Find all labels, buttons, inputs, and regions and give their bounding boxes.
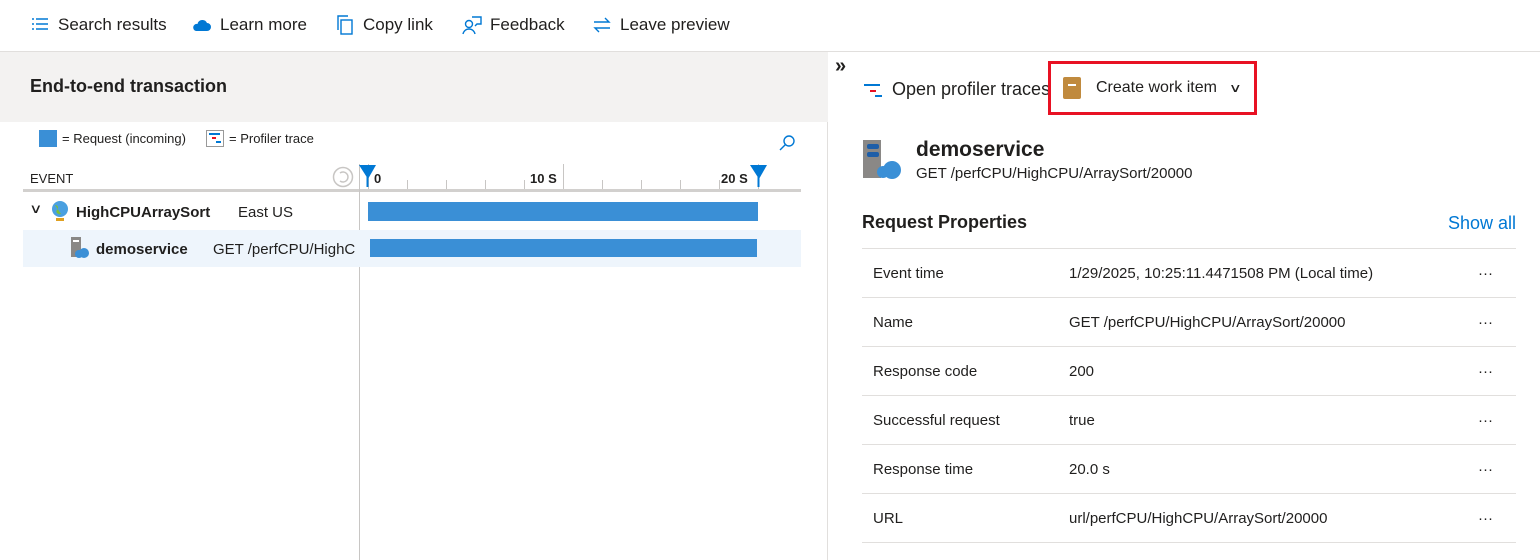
timeline-tick: [407, 180, 408, 189]
property-row: Response code 200 ···: [862, 347, 1516, 396]
property-value: 1/29/2025, 10:25:11.4471508 PM (Local ti…: [1069, 265, 1374, 282]
collapse-panel-button[interactable]: »: [835, 55, 847, 77]
learn-more-button[interactable]: Learn more: [192, 15, 307, 35]
timeline-tick: [641, 180, 642, 189]
tick-label: 20 S: [721, 171, 748, 186]
property-label: Event time: [873, 265, 944, 282]
list-icon: [32, 18, 48, 30]
timeline-tick: [680, 180, 681, 189]
property-label: Successful request: [873, 412, 1000, 429]
legend-profiler: = Profiler trace: [206, 130, 314, 147]
request-swatch: [39, 130, 57, 147]
feedback-button[interactable]: Feedback: [462, 15, 565, 35]
swap-arrows-icon: [593, 17, 611, 33]
property-label: URL: [873, 510, 904, 527]
properties-table: Event time 1/29/2025, 10:25:11.4471508 PM…: [862, 248, 1516, 543]
timeline-tick: [563, 164, 564, 189]
range-end-handle[interactable]: [750, 165, 768, 187]
button-label: Create work item: [1096, 79, 1217, 96]
transaction-panel: End-to-end transaction = Request (incomi…: [0, 52, 828, 560]
property-value: GET /perfCPU/HighCPU/ArraySort/20000: [1069, 314, 1346, 331]
property-row: Event time 1/29/2025, 10:25:11.4471508 PM…: [862, 249, 1516, 298]
toolbar-label: Leave preview: [620, 15, 730, 34]
more-options-icon[interactable]: ···: [1478, 265, 1493, 282]
more-options-icon[interactable]: ···: [1478, 461, 1493, 478]
app-service-icon: [71, 237, 89, 258]
property-value: 20.0 s: [1069, 461, 1110, 478]
property-label: Name: [873, 314, 914, 331]
timeline-tick: [719, 180, 720, 189]
tick-label: 0: [374, 171, 382, 186]
open-profiler-traces-button[interactable]: Open profiler traces: [864, 79, 1050, 100]
header-divider: [23, 189, 801, 192]
globe-icon: [52, 201, 68, 221]
timeline-tick: [485, 180, 486, 189]
toolbar-label: Copy link: [363, 15, 433, 34]
property-row: Response time 20.0 s ···: [862, 445, 1516, 494]
property-row: URL url/perfCPU/HighCPU/ArraySort/20000 ··…: [862, 494, 1516, 543]
property-label: Response code: [873, 363, 978, 380]
event-detail: GET /perfCPU/HighC: [213, 241, 356, 258]
chevron-down-icon: ∨: [1228, 81, 1242, 95]
event-detail: East US: [238, 204, 294, 221]
toolbar-label: Search results: [58, 15, 167, 34]
tick-label: 10 S: [530, 171, 557, 186]
button-label: Open profiler traces: [892, 79, 1051, 99]
more-options-icon[interactable]: ···: [1478, 363, 1493, 380]
service-request: GET /perfCPU/HighCPU/ArraySort/20000: [916, 165, 1193, 182]
copy-link-button[interactable]: Copy link: [335, 15, 433, 35]
event-row-highcpuarraysort[interactable]: ∨ HighCPUArraySort East US: [23, 193, 801, 230]
property-label: Response time: [873, 461, 974, 478]
timeline-bar[interactable]: [368, 202, 758, 221]
show-all-link[interactable]: Show all: [1447, 213, 1516, 233]
toolbar-label: Learn more: [220, 15, 307, 34]
feedback-icon: [462, 16, 482, 35]
property-value: 200: [1069, 363, 1095, 380]
timeline-tick: [602, 180, 603, 189]
property-value: true: [1069, 412, 1095, 429]
app-service-icon: [863, 140, 901, 179]
profiler-trace-icon: [206, 130, 224, 147]
copy-icon: [337, 15, 353, 35]
service-name: demoservice: [916, 138, 1045, 161]
event-name: demoservice: [96, 241, 188, 258]
more-options-icon[interactable]: ···: [1478, 412, 1493, 429]
search-results-button[interactable]: Search results: [30, 15, 167, 35]
search-icon[interactable]: [778, 134, 796, 152]
create-work-item-button[interactable]: Create work item ∨: [1062, 76, 1242, 100]
leave-preview-button[interactable]: Leave preview: [592, 15, 730, 35]
profiler-trace-icon: [864, 83, 882, 97]
timeline-bar[interactable]: [370, 239, 757, 257]
property-value: url/perfCPU/HighCPU/ArraySort/20000: [1069, 510, 1328, 527]
toolbar: Search results Learn more Copy link Feed…: [0, 0, 1540, 52]
timeline-tick: [446, 180, 447, 189]
property-row: Name GET /perfCPU/HighCPU/ArraySort/20000…: [862, 298, 1516, 347]
section-title: Request Properties: [862, 212, 1028, 232]
timeline-tick: [524, 180, 525, 189]
toolbar-label: Feedback: [490, 15, 565, 34]
legend-label: = Request (incoming): [62, 131, 186, 146]
range-start-handle[interactable]: [359, 165, 377, 187]
legend-label: = Profiler trace: [229, 131, 314, 146]
highlight-box: [1048, 61, 1257, 115]
panel-header: End-to-end transaction: [0, 52, 828, 122]
panel-title: End-to-end transaction: [30, 76, 227, 96]
reset-zoom-icon[interactable]: [332, 166, 354, 188]
more-options-icon[interactable]: ···: [1478, 510, 1493, 527]
cloud-icon: [193, 19, 211, 31]
property-row: Successful request true ···: [862, 396, 1516, 445]
timeline-divider: [359, 164, 360, 560]
chevron-down-icon[interactable]: ∨: [29, 201, 43, 216]
event-column-header: EVENT: [30, 171, 74, 186]
notebook-icon: [1063, 77, 1081, 99]
event-name: HighCPUArraySort: [76, 204, 211, 221]
more-options-icon[interactable]: ···: [1478, 314, 1493, 331]
legend-request: = Request (incoming): [39, 130, 186, 147]
